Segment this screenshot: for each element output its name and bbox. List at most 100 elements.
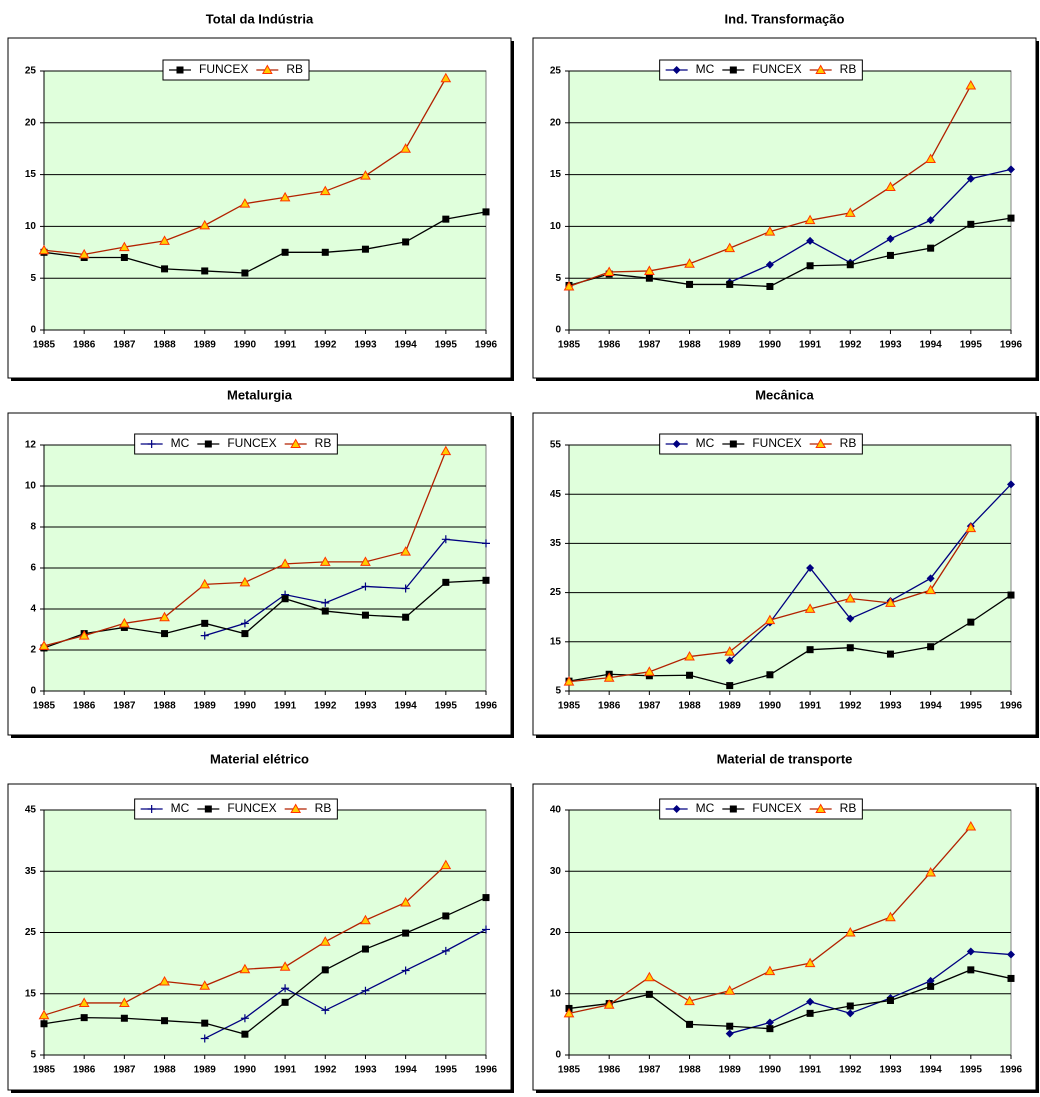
y-tick-label: 15 bbox=[25, 988, 37, 999]
marker bbox=[204, 440, 212, 448]
marker bbox=[119, 997, 130, 1007]
y-tick-label: 0 bbox=[30, 325, 36, 336]
marker bbox=[201, 619, 209, 627]
marker bbox=[684, 258, 695, 268]
x-tick-label: 1988 bbox=[678, 701, 701, 712]
marker bbox=[926, 574, 935, 583]
y-tick-label: 45 bbox=[25, 805, 37, 816]
chart-panel: Metalurgia 0 2 4 6 8 10 12 1985 1986 1987 1988 1989 1… bbox=[7, 387, 514, 738]
x-tick-label: 1994 bbox=[920, 1065, 943, 1076]
marker bbox=[885, 597, 896, 607]
marker bbox=[360, 170, 371, 180]
x-tick-label: 1987 bbox=[113, 1065, 136, 1076]
x-tick-label: 1991 bbox=[274, 1065, 297, 1076]
x-tick-label: 1988 bbox=[678, 1065, 701, 1076]
legend-label: FUNCEX bbox=[752, 62, 801, 76]
marker bbox=[563, 280, 575, 291]
legend-label: RB bbox=[315, 436, 332, 450]
x-tick-label: 1993 bbox=[354, 1065, 377, 1076]
x-tick-label: 1985 bbox=[33, 340, 56, 351]
y-tick-label: 8 bbox=[30, 522, 36, 533]
x-tick-label: 1985 bbox=[33, 1065, 56, 1076]
marker bbox=[261, 64, 273, 74]
x-tick-label: 1987 bbox=[638, 1065, 661, 1076]
marker bbox=[1007, 974, 1015, 982]
marker bbox=[321, 607, 329, 615]
marker bbox=[846, 1009, 855, 1018]
marker bbox=[442, 912, 450, 920]
x-tick-label: 1994 bbox=[920, 340, 943, 351]
x-tick-label: 1989 bbox=[194, 701, 217, 712]
marker bbox=[967, 966, 975, 974]
marker bbox=[361, 245, 369, 253]
legend: FUNCEX RB bbox=[162, 59, 310, 81]
marker bbox=[804, 214, 816, 225]
marker bbox=[279, 558, 291, 568]
legend-label: MC bbox=[696, 801, 715, 815]
x-tick-label: 1995 bbox=[435, 1065, 458, 1076]
x-tick-label: 1989 bbox=[719, 701, 742, 712]
marker bbox=[321, 248, 329, 256]
legend-label: RB bbox=[840, 436, 857, 450]
x-tick-label: 1993 bbox=[354, 701, 377, 712]
x-tick-label: 1985 bbox=[558, 701, 581, 712]
marker bbox=[281, 984, 290, 993]
marker bbox=[290, 438, 302, 448]
marker bbox=[159, 975, 170, 986]
marker bbox=[442, 578, 450, 586]
marker bbox=[729, 440, 737, 448]
x-tick-label: 1988 bbox=[153, 340, 176, 351]
x-tick-label: 1987 bbox=[113, 701, 136, 712]
marker bbox=[482, 925, 490, 934]
marker bbox=[724, 985, 736, 995]
marker bbox=[815, 438, 827, 448]
x-tick-label: 1994 bbox=[920, 701, 943, 712]
y-tick-label: 35 bbox=[550, 538, 562, 549]
x-tick-label: 1986 bbox=[598, 1065, 621, 1076]
marker bbox=[764, 965, 776, 976]
x-tick-label: 1993 bbox=[354, 340, 377, 351]
y-tick-label: 0 bbox=[555, 325, 561, 336]
marker bbox=[279, 961, 291, 971]
x-tick-label: 1991 bbox=[274, 701, 297, 712]
series-line bbox=[204, 928, 487, 1040]
marker bbox=[764, 226, 776, 236]
marker bbox=[725, 1029, 734, 1038]
marker bbox=[361, 611, 369, 619]
marker bbox=[729, 66, 737, 74]
legend-box bbox=[134, 433, 338, 455]
y-tick-label: 30 bbox=[550, 866, 562, 877]
marker bbox=[38, 1009, 50, 1020]
legend-label: FUNCEX bbox=[227, 801, 276, 815]
marker bbox=[725, 656, 734, 665]
marker bbox=[440, 72, 452, 83]
y-tick-label: 5 bbox=[555, 686, 561, 697]
y-tick-label: 25 bbox=[25, 66, 37, 77]
x-tick-label: 1985 bbox=[558, 340, 581, 351]
y-tick-label: 0 bbox=[555, 1050, 561, 1061]
y-tick-label: 5 bbox=[555, 273, 561, 284]
x-tick-label: 1991 bbox=[274, 340, 297, 351]
series-line bbox=[729, 950, 1012, 1035]
marker bbox=[40, 1020, 48, 1028]
marker bbox=[441, 946, 450, 955]
x-tick-label: 1985 bbox=[558, 1065, 581, 1076]
legend-label: MC bbox=[696, 62, 715, 76]
y-tick-label: 5 bbox=[30, 273, 36, 284]
x-tick-label: 1991 bbox=[799, 340, 822, 351]
x-tick-label: 1990 bbox=[234, 340, 257, 351]
x-tick-label: 1992 bbox=[314, 340, 337, 351]
marker bbox=[645, 274, 653, 282]
legend-label: MC bbox=[171, 801, 190, 815]
marker bbox=[927, 982, 935, 990]
x-tick-label: 1995 bbox=[960, 340, 983, 351]
legend-box bbox=[162, 59, 310, 81]
marker bbox=[672, 66, 681, 74]
marker bbox=[321, 598, 330, 607]
y-tick-label: 15 bbox=[25, 169, 37, 180]
marker bbox=[684, 651, 695, 661]
marker bbox=[78, 630, 90, 640]
marker bbox=[563, 676, 575, 686]
marker bbox=[200, 631, 209, 640]
x-tick-label: 1991 bbox=[799, 1065, 822, 1076]
